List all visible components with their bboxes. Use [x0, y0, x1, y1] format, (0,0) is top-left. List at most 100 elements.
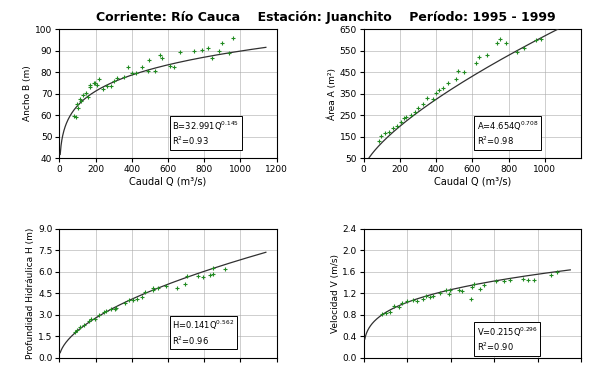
Point: [87, 316, 96, 322]
Point: [111, 306, 121, 311]
Point: [74, 105, 83, 111]
Point: [131, 70, 141, 76]
Point: [71, 115, 81, 120]
Point: [381, 130, 390, 136]
Point: [451, 76, 461, 82]
Point: [197, 47, 206, 53]
Point: [91, 80, 100, 86]
Point: [394, 304, 404, 310]
Point: [110, 78, 119, 84]
Point: [76, 98, 86, 104]
Point: [156, 52, 165, 58]
Point: [536, 36, 546, 42]
Point: [215, 48, 224, 54]
Point: [94, 312, 104, 318]
Point: [106, 306, 115, 312]
Point: [401, 114, 411, 120]
Point: [495, 36, 505, 42]
Point: [388, 125, 398, 131]
Point: [381, 310, 390, 316]
Point: [75, 96, 84, 102]
Point: [85, 82, 94, 88]
Point: [113, 75, 122, 81]
Point: [73, 327, 82, 333]
Point: [519, 276, 528, 282]
Point: [72, 101, 81, 107]
Point: [413, 105, 423, 111]
Point: [444, 291, 453, 297]
Point: [466, 296, 476, 302]
Point: [158, 55, 167, 61]
Point: [83, 95, 93, 100]
Point: [99, 310, 109, 315]
Point: [85, 84, 95, 89]
Point: [143, 69, 152, 74]
Point: [385, 309, 395, 315]
Point: [444, 80, 453, 86]
Point: [446, 287, 455, 293]
Point: [501, 40, 511, 46]
Point: [182, 273, 192, 279]
Point: [523, 277, 533, 283]
Point: [492, 40, 502, 46]
Point: [193, 273, 203, 278]
Point: [208, 265, 218, 271]
Point: [392, 123, 401, 129]
Point: [547, 272, 556, 278]
Y-axis label: Ancho B (m): Ancho B (m): [23, 66, 33, 122]
Point: [398, 115, 408, 121]
Point: [81, 90, 91, 96]
Point: [426, 294, 435, 300]
Point: [149, 285, 158, 291]
Point: [203, 45, 213, 51]
Point: [422, 95, 432, 101]
Point: [480, 282, 489, 288]
Point: [101, 308, 110, 314]
Point: [127, 70, 136, 76]
Point: [418, 101, 428, 107]
Point: [148, 287, 157, 293]
Point: [120, 300, 129, 306]
Point: [428, 293, 438, 299]
Point: [102, 83, 111, 89]
Point: [402, 298, 412, 304]
Point: [474, 54, 483, 60]
Point: [435, 290, 445, 296]
Point: [161, 283, 171, 288]
Point: [94, 76, 104, 82]
Point: [132, 296, 142, 301]
Point: [90, 316, 100, 322]
Point: [512, 50, 521, 55]
Point: [165, 64, 174, 69]
Y-axis label: Profundidad Hidráulica H (m): Profundidad Hidráulica H (m): [26, 228, 35, 359]
Point: [208, 55, 217, 61]
Point: [377, 133, 386, 139]
X-axis label: Caudal Q (m³/s): Caudal Q (m³/s): [129, 177, 206, 187]
Point: [224, 50, 234, 56]
Y-axis label: Velocidad V (m/s): Velocidad V (m/s): [331, 254, 340, 333]
Point: [221, 266, 230, 272]
Point: [471, 60, 481, 66]
Point: [79, 322, 89, 328]
Point: [110, 306, 119, 312]
Point: [378, 311, 387, 317]
Point: [531, 37, 540, 43]
Point: [467, 284, 476, 290]
Point: [189, 49, 199, 54]
Point: [418, 296, 428, 302]
Point: [413, 298, 422, 304]
Point: [407, 112, 416, 118]
Point: [428, 96, 438, 102]
Point: [218, 40, 227, 46]
Point: [457, 289, 467, 295]
Point: [176, 49, 185, 55]
Point: [499, 278, 509, 284]
Point: [228, 35, 237, 41]
Text: A=4.654Q$^{0.708}$
R$^2$=0.98: A=4.654Q$^{0.708}$ R$^2$=0.98: [477, 119, 538, 147]
Point: [529, 277, 538, 283]
Y-axis label: Área A (m²): Área A (m²): [327, 68, 337, 120]
Point: [141, 289, 150, 295]
Point: [396, 119, 406, 125]
Point: [409, 297, 418, 303]
Text: B=32.991Q$^{0.145}$
R$^2$=0.93: B=32.991Q$^{0.145}$ R$^2$=0.93: [173, 119, 240, 147]
